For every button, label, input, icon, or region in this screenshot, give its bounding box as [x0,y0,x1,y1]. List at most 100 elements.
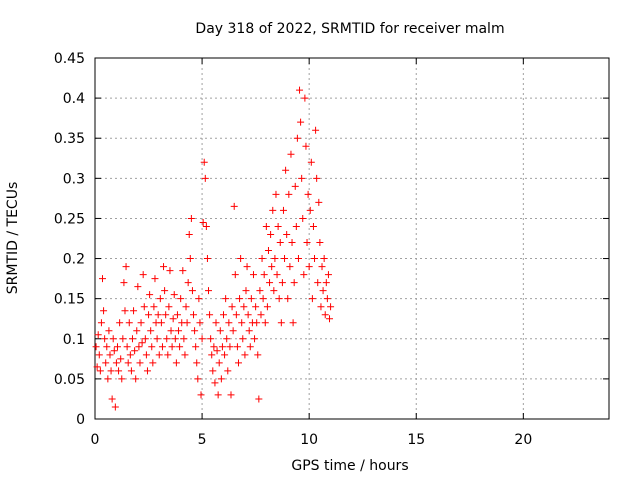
data-point [298,174,306,182]
data-point [170,291,178,299]
data-point [260,271,268,279]
data-point [237,255,245,263]
data-point [168,343,176,351]
data-point [180,335,188,343]
data-point [139,271,147,279]
data-point [296,86,304,94]
data-point [215,359,223,367]
data-point [245,327,253,335]
data-point [323,295,331,303]
data-point [184,279,192,287]
data-point [220,311,227,319]
data-point [229,327,237,335]
data-point [118,375,126,383]
data-point [123,343,131,351]
data-point [226,343,234,351]
data-point [186,255,194,263]
data-point [147,327,155,335]
data-point [281,255,289,263]
data-point [270,287,278,295]
data-point [116,319,124,327]
data-point [207,335,215,343]
data-point [307,158,315,166]
y-axis-label: SRMTID / TECUs [5,182,21,295]
data-point [166,267,174,275]
y-tick-label: 0.35 [54,131,85,147]
data-point [157,319,165,327]
data-point [276,239,284,247]
data-point [269,206,277,214]
data-point [121,307,129,315]
data-point [106,351,114,359]
data-point [275,295,283,303]
data-point [164,351,172,359]
data-point [254,351,262,359]
data-point [151,275,159,283]
x-tick-label: 15 [407,432,425,448]
data-point [128,335,136,343]
x-tick-label: 5 [198,432,207,448]
data-point [301,94,309,102]
data-point [132,375,140,383]
x-tick-label: 0 [91,432,100,448]
data-point [108,395,116,403]
data-point [110,347,118,355]
data-point [246,343,254,351]
data-point [148,343,156,351]
data-point [321,311,329,319]
data-point [320,255,328,263]
data-point [122,263,130,271]
data-point [225,319,233,327]
data-point [192,343,200,351]
data-point [291,182,299,190]
data-point [195,295,203,303]
y-tick-label: 0.2 [63,252,85,268]
data-point [243,263,251,271]
data-point [111,403,119,411]
data-point [130,307,138,315]
data-point [156,295,164,303]
data-point [131,347,139,355]
data-point [112,359,120,367]
data-point [306,206,314,214]
data-point [211,379,219,387]
y-tick-label: 0 [76,412,85,428]
data-point [183,319,191,327]
data-point [230,202,238,210]
data-point [134,283,142,291]
data-point [224,367,232,375]
data-point [312,126,320,134]
data-point [216,327,224,335]
data-point [274,222,282,230]
y-tick-label: 0.45 [54,51,85,67]
data-point [140,303,148,311]
data-point [322,279,330,287]
data-point [169,315,177,323]
data-point [146,291,154,299]
data-point [187,214,195,222]
data-point [288,239,296,247]
data-point [203,255,211,263]
data-point [154,311,162,319]
data-point [191,327,199,335]
data-point [285,190,293,198]
data-point [208,351,216,359]
data-point [241,351,249,359]
data-point [271,255,279,263]
data-point [188,287,196,295]
data-point [210,343,218,351]
data-point [227,391,235,399]
data-point [297,118,305,126]
x-tick-label: 20 [514,432,532,448]
data-point [234,359,242,367]
data-point [258,255,266,263]
data-point [313,174,321,182]
data-point [303,239,311,247]
data-point [102,359,110,367]
data-point [290,279,298,287]
y-tick-label: 0.25 [54,211,85,227]
data-point [286,263,294,271]
data-point [92,343,100,351]
data-point [96,367,104,375]
data-point [173,311,181,319]
